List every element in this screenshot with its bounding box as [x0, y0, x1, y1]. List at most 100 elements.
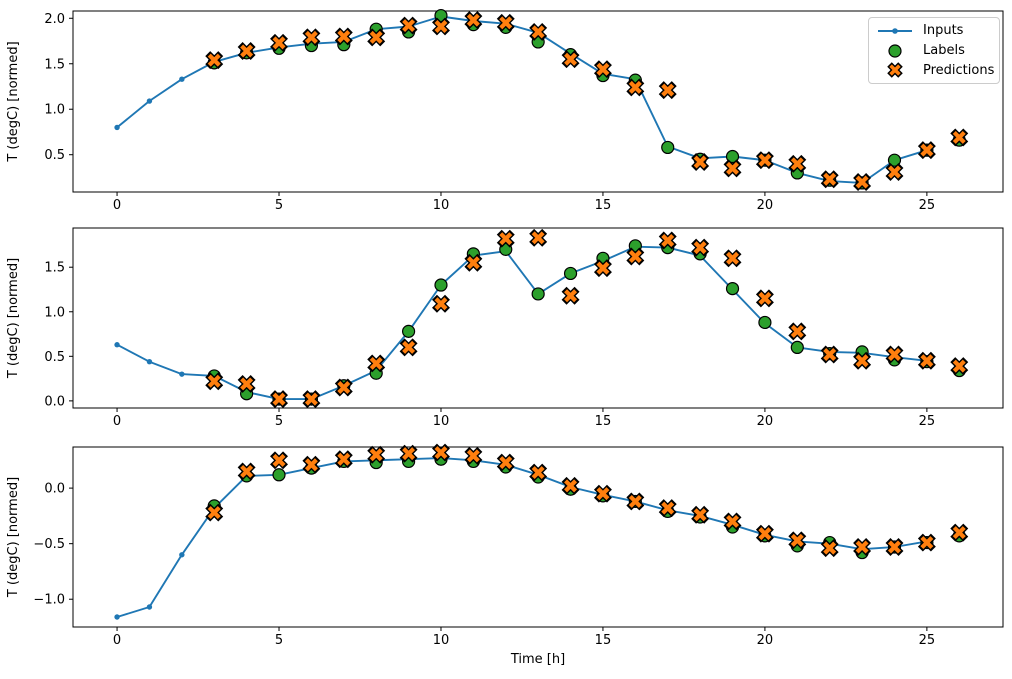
predictions-marker: [626, 78, 645, 97]
y-tick-label: −0.5: [33, 537, 65, 552]
predictions-marker: [270, 451, 288, 470]
axes-frame: [72, 446, 1004, 628]
predictions-marker: [561, 50, 580, 69]
predictions-x-sample-icon: [887, 62, 903, 78]
predictions-marker: [950, 523, 969, 542]
legend-label-inputs: Inputs: [923, 23, 964, 39]
predictions-marker: [820, 539, 839, 558]
labels-marker: [725, 281, 740, 296]
inputs-marker: [146, 358, 153, 365]
predictions-marker: [788, 322, 807, 341]
predictions-marker: [496, 229, 515, 248]
predictions-marker: [755, 524, 774, 543]
x-tick-label: 20: [757, 414, 774, 429]
predictions-marker: [723, 159, 742, 178]
predictions-marker: [691, 153, 710, 171]
legend-item-labels: Labels: [876, 41, 992, 61]
predictions-marker: [593, 484, 612, 503]
predictions-marker: [529, 228, 548, 247]
predictions-marker: [950, 357, 969, 376]
predictions-marker: [237, 374, 256, 393]
predictions-marker: [885, 163, 904, 181]
y-axis-label: T (degC) [normed]: [6, 41, 21, 162]
legend-item-predictions: Predictions: [876, 60, 995, 80]
predictions-marker: [691, 505, 710, 524]
x-tick-label: 10: [433, 198, 450, 213]
inputs-marker: [179, 552, 185, 558]
predictions-marker: [432, 17, 450, 36]
x-tick-label: 0: [113, 414, 121, 429]
predictions-marker: [399, 338, 418, 357]
x-tick-label: 20: [757, 633, 774, 648]
x-tick-label: 5: [275, 414, 283, 429]
y-tick-label: 1.0: [44, 305, 65, 320]
predictions-marker: [334, 378, 353, 397]
predictions-marker: [399, 444, 418, 463]
predictions-marker: [464, 11, 483, 30]
predictions-marker: [496, 13, 515, 32]
predictions-marker: [853, 173, 872, 191]
predictions-marker: [432, 443, 450, 462]
predictions-marker: [885, 538, 904, 556]
labels-marker: [790, 340, 804, 355]
predictions-marker: [334, 450, 353, 469]
predictions-marker: [302, 28, 321, 47]
legend: Inputs Labels Predictions: [868, 17, 1000, 84]
inputs-line-sample-icon: [878, 28, 912, 34]
y-axis-label: T (degC) [normed]: [6, 477, 21, 598]
subplot-1: 0 5 10 15 20 25 0.5 1.0 1.5 2.0 T (degC) [normed]: [6, 8, 1004, 213]
labels-marker: [434, 278, 448, 292]
predictions-marker: [464, 253, 483, 272]
predictions-marker: [917, 141, 936, 160]
predictions-marker: [561, 476, 580, 495]
predictions-marker: [788, 531, 807, 550]
x-tick-label: 15: [595, 633, 612, 648]
predictions-marker: [334, 27, 353, 46]
predictions-marker: [529, 22, 548, 41]
x-tick-label: 20: [757, 198, 774, 213]
predictions-marker: [723, 512, 742, 531]
predictions-marker: [853, 538, 872, 556]
legend-label-predictions: Predictions: [923, 62, 995, 78]
labels-marker: [401, 324, 416, 338]
predictions-marker: [885, 345, 904, 364]
labels-marker: [725, 149, 740, 164]
predictions-marker: [917, 533, 936, 552]
predictions-marker: [367, 445, 386, 464]
predictions-marker: [820, 170, 839, 189]
predictions-marker: [723, 249, 742, 268]
labels-marker: [758, 315, 772, 330]
labels-marker: [887, 153, 902, 167]
subplot-2: 0 5 10 15 20 25 0.0 0.5 1.0 1.5 T (degC) [normed]: [6, 227, 1004, 429]
labels-marker: [563, 266, 578, 281]
x-tick-label: 10: [433, 414, 450, 429]
labels-marker: [661, 140, 675, 155]
predictions-marker: [626, 247, 645, 266]
predictions-marker: [432, 294, 450, 313]
axes-frame: [72, 10, 1004, 193]
predictions-marker: [593, 259, 612, 278]
y-tick-label: 0.0: [44, 394, 65, 409]
predictions-marker: [658, 499, 677, 518]
predictions-marker: [755, 151, 774, 170]
y-tick-label: 0.0: [44, 482, 65, 497]
predictions-marker: [658, 81, 677, 100]
x-axis-label: Time [h]: [510, 652, 566, 667]
predictions-marker: [205, 51, 224, 70]
y-tick-label: 1.0: [44, 103, 65, 118]
y-tick-label: −1.0: [33, 593, 65, 608]
predictions-marker: [950, 128, 969, 147]
inputs-marker: [146, 604, 153, 610]
legend-label-labels: Labels: [923, 43, 965, 58]
x-tick-label: 25: [919, 633, 936, 648]
x-tick-label: 15: [595, 198, 612, 213]
predictions-marker: [399, 16, 418, 35]
inputs-line: [116, 245, 928, 401]
x-tick-label: 15: [595, 414, 612, 429]
predictions-marker: [367, 354, 386, 373]
inputs-line: [116, 15, 928, 184]
predictions-marker: [367, 28, 386, 47]
y-tick-label: 0.5: [44, 148, 65, 163]
